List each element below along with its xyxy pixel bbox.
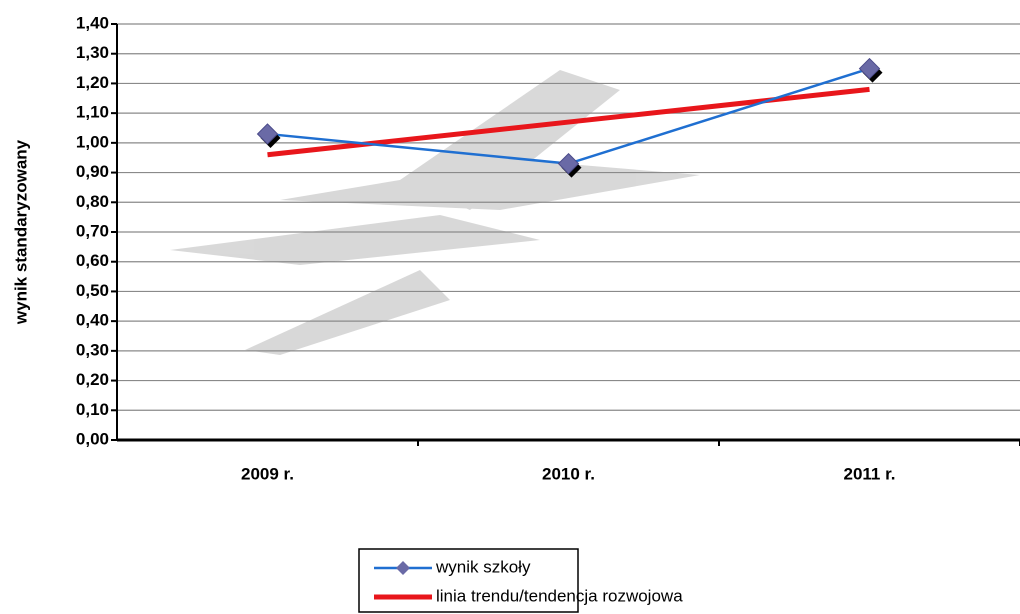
y-tick-label: 0,20 [76, 370, 109, 389]
marker [858, 57, 881, 80]
y-tick-label: 1,40 [76, 13, 109, 32]
y-tick-label: 0,40 [76, 311, 109, 330]
y-tick-label: 1,20 [76, 73, 109, 92]
y-tick-label: 1,10 [76, 103, 109, 122]
y-axis-label: wynik standaryzowany [11, 139, 30, 325]
y-tick-label: 0,10 [76, 400, 109, 419]
y-tick-label: 0,00 [76, 429, 109, 448]
y-tick-label: 0,70 [76, 221, 109, 240]
y-tick-label: 0,60 [76, 251, 109, 270]
x-tick-label: 2010 r. [542, 464, 595, 483]
legend-label: wynik szkoły [435, 557, 531, 576]
y-tick-label: 1,30 [76, 43, 109, 62]
y-tick-label: 1,00 [76, 132, 109, 151]
y-tick-label: 0,90 [76, 162, 109, 181]
legend: wynik szkoły linia trendu/tendencja rozwo… [358, 548, 683, 613]
marker [396, 561, 410, 575]
y-tick-label: 0,80 [76, 192, 109, 211]
x-tick-label: 2009 r. [241, 464, 294, 483]
legend-box [358, 548, 579, 613]
x-tick-label: 2011 r. [843, 464, 895, 483]
marker [557, 152, 580, 175]
y-tick-label: 0,50 [76, 281, 109, 300]
legend-label: linia trendu/tendencja rozwojowa [436, 586, 683, 605]
marker [256, 123, 279, 145]
y-tick-label: 0,30 [76, 340, 109, 359]
